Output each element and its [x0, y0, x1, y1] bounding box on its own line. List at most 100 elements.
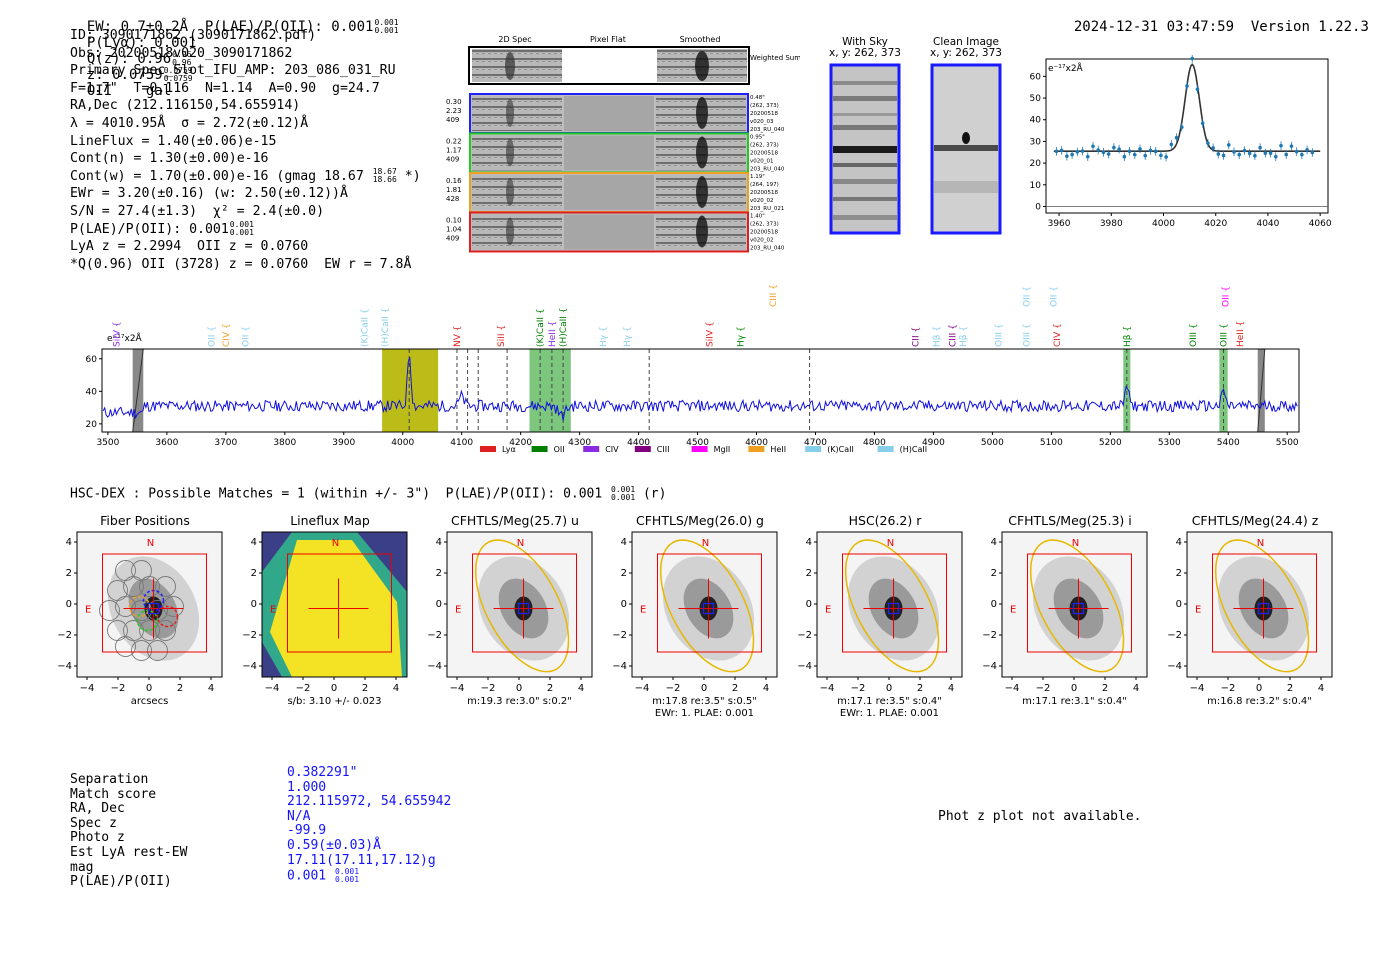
- aperture-ellipse: [1029, 539, 1125, 673]
- zoom-data-point: [1221, 153, 1226, 158]
- hsc-ytick-label: −2: [427, 630, 442, 641]
- spec2d-row-flat: [564, 135, 654, 171]
- spec-legend-swatch: [634, 446, 651, 452]
- zoom-data-point: [1096, 148, 1101, 152]
- spec2d-row-left-label: 0.16: [446, 177, 462, 185]
- north-label: N: [1257, 538, 1264, 549]
- hsc-xtick-label: −2: [296, 683, 311, 694]
- hsc-xtick-label: −2: [666, 683, 681, 694]
- hsc-ytick-label: 2: [1176, 568, 1182, 579]
- search-box: [1027, 553, 1132, 653]
- spec-line-label: OIII {: [1189, 323, 1199, 347]
- fiber-circle: [131, 640, 152, 661]
- target-box: [147, 602, 160, 615]
- spec-line-label: CIV {: [1053, 323, 1063, 347]
- hsc-ytick-label: 4: [1176, 537, 1182, 548]
- spec-line-label: Hγ {: [599, 326, 609, 347]
- info-contw: Cont(w) = 1.70(±0.00)e-16 (gmag 18.67 18…: [70, 166, 421, 184]
- spec-region-hb: [1123, 349, 1131, 432]
- info-lineflux: LineFlux = 1.40(±0.06)e-15: [70, 133, 277, 149]
- hsc-panel-svg: N E 4 2 0 −2 −4 −4 −2 0 2 4 m:16.8 re:3.2" s:0.4": [1167, 531, 1333, 707]
- north-label: N: [1072, 538, 1079, 549]
- hsc-ytick-label: 0: [436, 599, 442, 610]
- zoom-data-point: [1164, 155, 1168, 159]
- hsc-xtick-label: −4: [265, 683, 280, 694]
- zoom-ytick-label: 20: [1030, 159, 1041, 169]
- aperture-ellipse: [659, 539, 755, 673]
- spec2d-row-flat: [564, 96, 654, 131]
- hsc-panel-caption-2: EWr: 1. PLAE: 0.001: [655, 708, 754, 719]
- hsc-xtick-label: 2: [732, 683, 738, 694]
- east-label: E: [1010, 605, 1016, 616]
- hsc-panel-caption: arcsecs: [131, 696, 169, 707]
- match-value-mag: 17.11(17.11,17.12)g: [287, 852, 436, 868]
- hsc-ytick-label: 2: [66, 568, 72, 579]
- zoom-data-point: [1059, 148, 1064, 153]
- hsc-panel: Fiber Positions N E 4 2 0 −2 −4 −4 −2 0 2 4 arcsecs: [45, 508, 235, 723]
- zoom-data-point: [1065, 154, 1069, 158]
- spec-line-label: SiII {: [497, 325, 507, 347]
- hsc-xtick-label: −4: [1190, 683, 1205, 694]
- spec-line-label: OIII {: [1023, 323, 1033, 347]
- spec-line-label: OIII {: [1220, 323, 1230, 347]
- match-label-photz: Photo z: [70, 830, 125, 846]
- match-value-radec: 212.115972, 54.655942: [287, 794, 452, 810]
- spec-xtick-label: 3800: [273, 438, 296, 448]
- fiber-circle: [163, 596, 184, 617]
- spec2d-block: 2D Spec Pixel Flat Smoothed Weighted Sum…: [440, 32, 801, 257]
- hsc-ytick-label: −2: [982, 630, 997, 641]
- match-label-mag: mag: [70, 859, 94, 875]
- hsc-ytick-label: −4: [242, 661, 257, 672]
- zoom-ytick-label: 30: [1030, 137, 1041, 147]
- spec-line-label: OII {: [241, 326, 251, 347]
- zoom-ytick-label: 40: [1030, 116, 1041, 126]
- spec-xtick-label: 5500: [1276, 438, 1299, 448]
- spec2d-row-left-label: 1.81: [446, 186, 462, 194]
- spec-line-label: Hβ {: [959, 326, 969, 347]
- hsc-xtick-label: −4: [820, 683, 835, 694]
- spec2d-row-right-label: (262, 373): [750, 103, 779, 109]
- hsc-xtick-label: 4: [578, 683, 584, 694]
- spec2d-row-right-label: (264, 197): [750, 182, 779, 188]
- fiber-circle: [155, 576, 176, 597]
- hsc-ytick-label: 2: [251, 568, 257, 579]
- hsc-ytick-label: 0: [621, 599, 627, 610]
- hsc-ytick-label: 0: [991, 599, 997, 610]
- spec2d-row-raw-line: [506, 138, 514, 167]
- cutout-images: [829, 63, 1002, 235]
- info-lya: LyA z = 2.2994 OII z = 0.0760: [70, 239, 309, 255]
- spec2d-row-left-label: 409: [446, 116, 459, 124]
- north-label: N: [702, 538, 709, 549]
- zoom-xtick-label: 4040: [1256, 219, 1279, 229]
- zoom-data-point: [1195, 87, 1200, 92]
- spec-xtick-label: 5000: [981, 438, 1004, 448]
- spec-line-label: (K)CaII {: [360, 308, 370, 347]
- spec-xtick-label: 4900: [922, 438, 945, 448]
- fiber-circle-highlight: [136, 609, 159, 632]
- spec-line-label: OIII {: [994, 323, 1004, 347]
- north-label: N: [147, 538, 154, 549]
- hsc-xtick-label: 0: [516, 683, 522, 694]
- spec-xtick-label: 4400: [627, 438, 650, 448]
- hsc-xtick-label: 4: [393, 683, 399, 694]
- hsc-xtick-label: 4: [948, 683, 954, 694]
- spec2d-row-left-label: 1.17: [446, 147, 462, 155]
- header-ew-plae: EW: 0.7±0.2Å P(LAE)/P(OII): 0.001: [86, 19, 374, 35]
- hsc-panel-svg: N E 4 2 0 −2 −4 −4 −2 0 2 4 s/b: 3.10 +/- 0.023: [242, 531, 408, 707]
- hsc-ytick-label: −4: [982, 661, 997, 672]
- spec-legend-label: OII: [554, 445, 565, 454]
- zoom-data-point: [1174, 135, 1179, 140]
- zoom-xtick-label: 3980: [1100, 219, 1123, 229]
- hsc-ytick-label: −4: [612, 661, 627, 672]
- zoom-data-point: [1138, 147, 1142, 151]
- hsc-panel-title: Fiber Positions: [100, 513, 190, 528]
- aperture-ellipse: [1214, 539, 1310, 673]
- hsc-panel-title: HSC(26.2) r: [848, 513, 922, 528]
- hsc-ytick-label: −2: [242, 630, 257, 641]
- spec2d-row-left-label: 1.04: [446, 226, 462, 234]
- zoom-plot-frame: [1045, 58, 1329, 214]
- spec2d-row-right-label: 0.48": [750, 95, 765, 101]
- spec-line-label: CIV {: [222, 323, 232, 347]
- zoom-data-point: [1237, 152, 1242, 157]
- hsc-xtick-label: 4: [1133, 683, 1139, 694]
